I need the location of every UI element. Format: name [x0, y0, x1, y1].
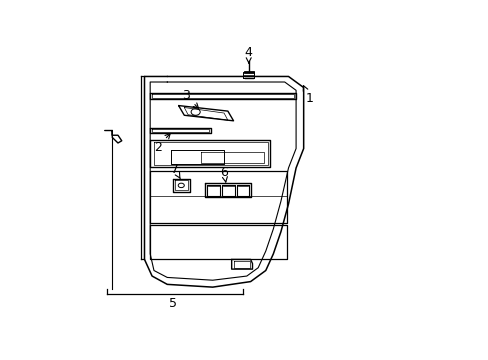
Text: 7: 7 — [170, 163, 180, 179]
Text: 3: 3 — [182, 89, 198, 108]
Text: 1: 1 — [303, 86, 313, 105]
Text: 5: 5 — [168, 297, 177, 310]
Text: 6: 6 — [220, 166, 227, 182]
Text: 4: 4 — [244, 46, 252, 63]
Text: 2: 2 — [154, 134, 170, 154]
